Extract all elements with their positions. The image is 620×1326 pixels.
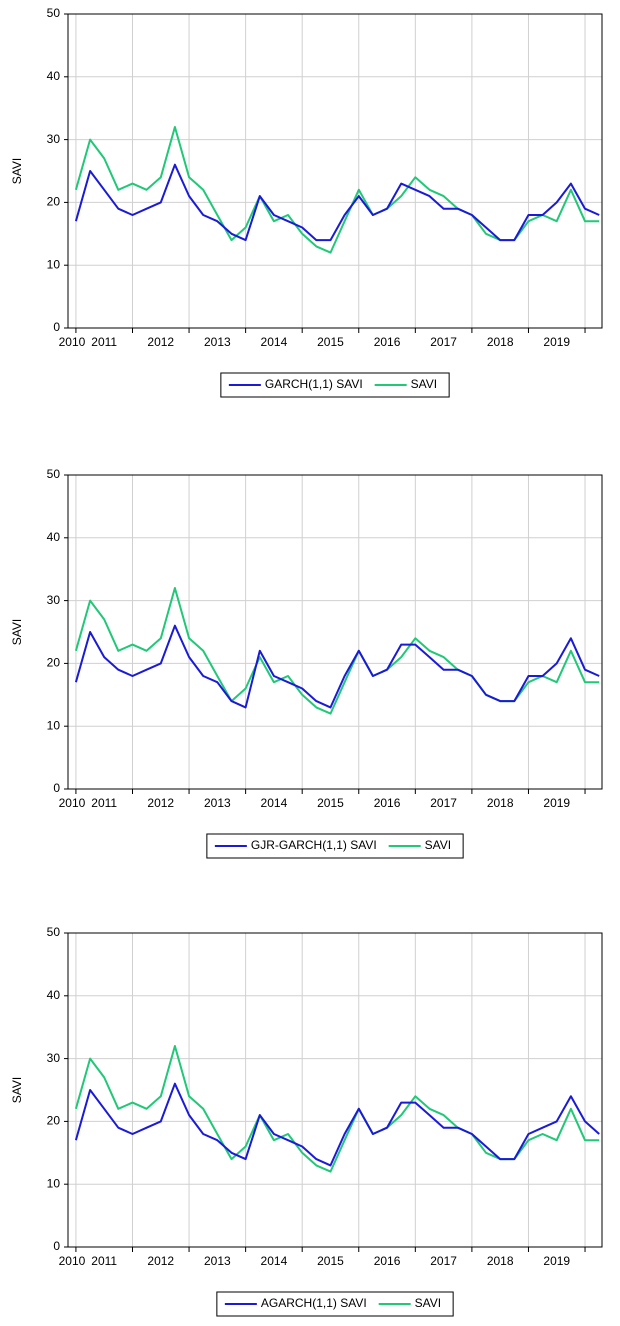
- x-tick-label: 2012: [147, 1254, 174, 1268]
- y-tick-label: 0: [53, 320, 60, 334]
- y-tick-label: 30: [47, 593, 61, 607]
- x-tick-label: 2017: [430, 796, 457, 810]
- x-tick-label: 2012: [147, 796, 174, 810]
- plot-frame: [67, 13, 603, 329]
- x-tick-label: 2012: [147, 335, 174, 349]
- legend: AGARCH(1,1) SAVI SAVI: [216, 1291, 454, 1317]
- x-tick-label: 2015: [317, 1254, 344, 1268]
- series-line: [74, 624, 600, 709]
- x-tick-label: 2018: [487, 796, 514, 810]
- series-line: [74, 126, 600, 254]
- y-tick-label: 40: [47, 69, 61, 83]
- y-tick-label: 30: [47, 132, 61, 146]
- legend-label: SAVI: [411, 377, 437, 391]
- series-line: [74, 163, 600, 242]
- x-tick-label: 2017: [430, 335, 457, 349]
- x-tick-label: 2015: [317, 335, 344, 349]
- legend-label: GARCH(1,1) SAVI: [265, 377, 363, 391]
- y-tick-label: 10: [47, 718, 61, 732]
- x-tick-label: 2011: [91, 1254, 117, 1268]
- x-tick-label: 2014: [261, 796, 288, 810]
- y-tick-label: 0: [53, 781, 60, 795]
- x-tick-label: 2019: [543, 796, 570, 810]
- x-tick-label: 2019: [543, 335, 570, 349]
- y-axis-label: SAVI: [10, 1077, 24, 1103]
- x-tick-label: 2019: [543, 1254, 570, 1268]
- y-axis-label: SAVI: [10, 158, 24, 184]
- y-tick-label: 0: [53, 1239, 60, 1253]
- x-tick-label: 2013: [204, 335, 231, 349]
- plot-frame: [67, 932, 603, 1248]
- legend-label: SAVI: [425, 838, 451, 852]
- chart-panel: 0 10 20 30 40 50 2010 2011 2012 2013 2014 2015 2016 2…: [10, 467, 603, 859]
- y-tick-label: 50: [47, 467, 61, 481]
- chart-panel: 0 10 20 30 40 50 2010 2011 2012 2013 2014 2015 2016 2…: [10, 925, 603, 1317]
- y-axis-label: SAVI: [10, 619, 24, 645]
- series-line: [74, 587, 600, 715]
- legend-label: AGARCH(1,1) SAVI: [261, 1296, 367, 1310]
- x-tick-label: 2017: [430, 1254, 457, 1268]
- x-tick-label: 2016: [374, 796, 401, 810]
- x-tick-label: 2010: [59, 1254, 86, 1268]
- x-tick-label: 2018: [487, 335, 514, 349]
- x-tick-label: 2014: [261, 1254, 288, 1268]
- y-tick-label: 20: [47, 1114, 61, 1128]
- y-tick-label: 40: [47, 530, 61, 544]
- x-tick-label: 2016: [374, 335, 401, 349]
- legend-label: SAVI: [415, 1296, 441, 1310]
- x-tick-label: 2010: [59, 335, 86, 349]
- y-tick-label: 50: [47, 6, 61, 20]
- x-tick-label: 2015: [317, 796, 344, 810]
- x-tick-label: 2016: [374, 1254, 401, 1268]
- y-tick-label: 20: [47, 195, 61, 209]
- plot-frame: [67, 474, 603, 790]
- y-tick-label: 10: [47, 257, 61, 271]
- x-tick-label: 2011: [91, 796, 117, 810]
- legend: GARCH(1,1) SAVI SAVI: [220, 372, 450, 398]
- series-line: [74, 1082, 600, 1167]
- series-line: [74, 1045, 600, 1173]
- y-tick-label: 50: [47, 925, 61, 939]
- legend: GJR-GARCH(1,1) SAVI SAVI: [206, 833, 464, 859]
- legend-label: GJR-GARCH(1,1) SAVI: [251, 838, 377, 852]
- y-tick-label: 40: [47, 988, 61, 1002]
- x-tick-label: 2013: [204, 796, 231, 810]
- chart-panel: 0 10 20 30 40 50 2010 2011 2012 2013 2014 2015 2016 2…: [10, 6, 603, 398]
- y-tick-label: 20: [47, 656, 61, 670]
- x-tick-label: 2014: [261, 335, 288, 349]
- x-tick-label: 2018: [487, 1254, 514, 1268]
- y-tick-label: 30: [47, 1051, 61, 1065]
- x-tick-label: 2010: [59, 796, 86, 810]
- x-tick-label: 2011: [91, 335, 117, 349]
- x-tick-label: 2013: [204, 1254, 231, 1268]
- y-tick-label: 10: [47, 1176, 61, 1190]
